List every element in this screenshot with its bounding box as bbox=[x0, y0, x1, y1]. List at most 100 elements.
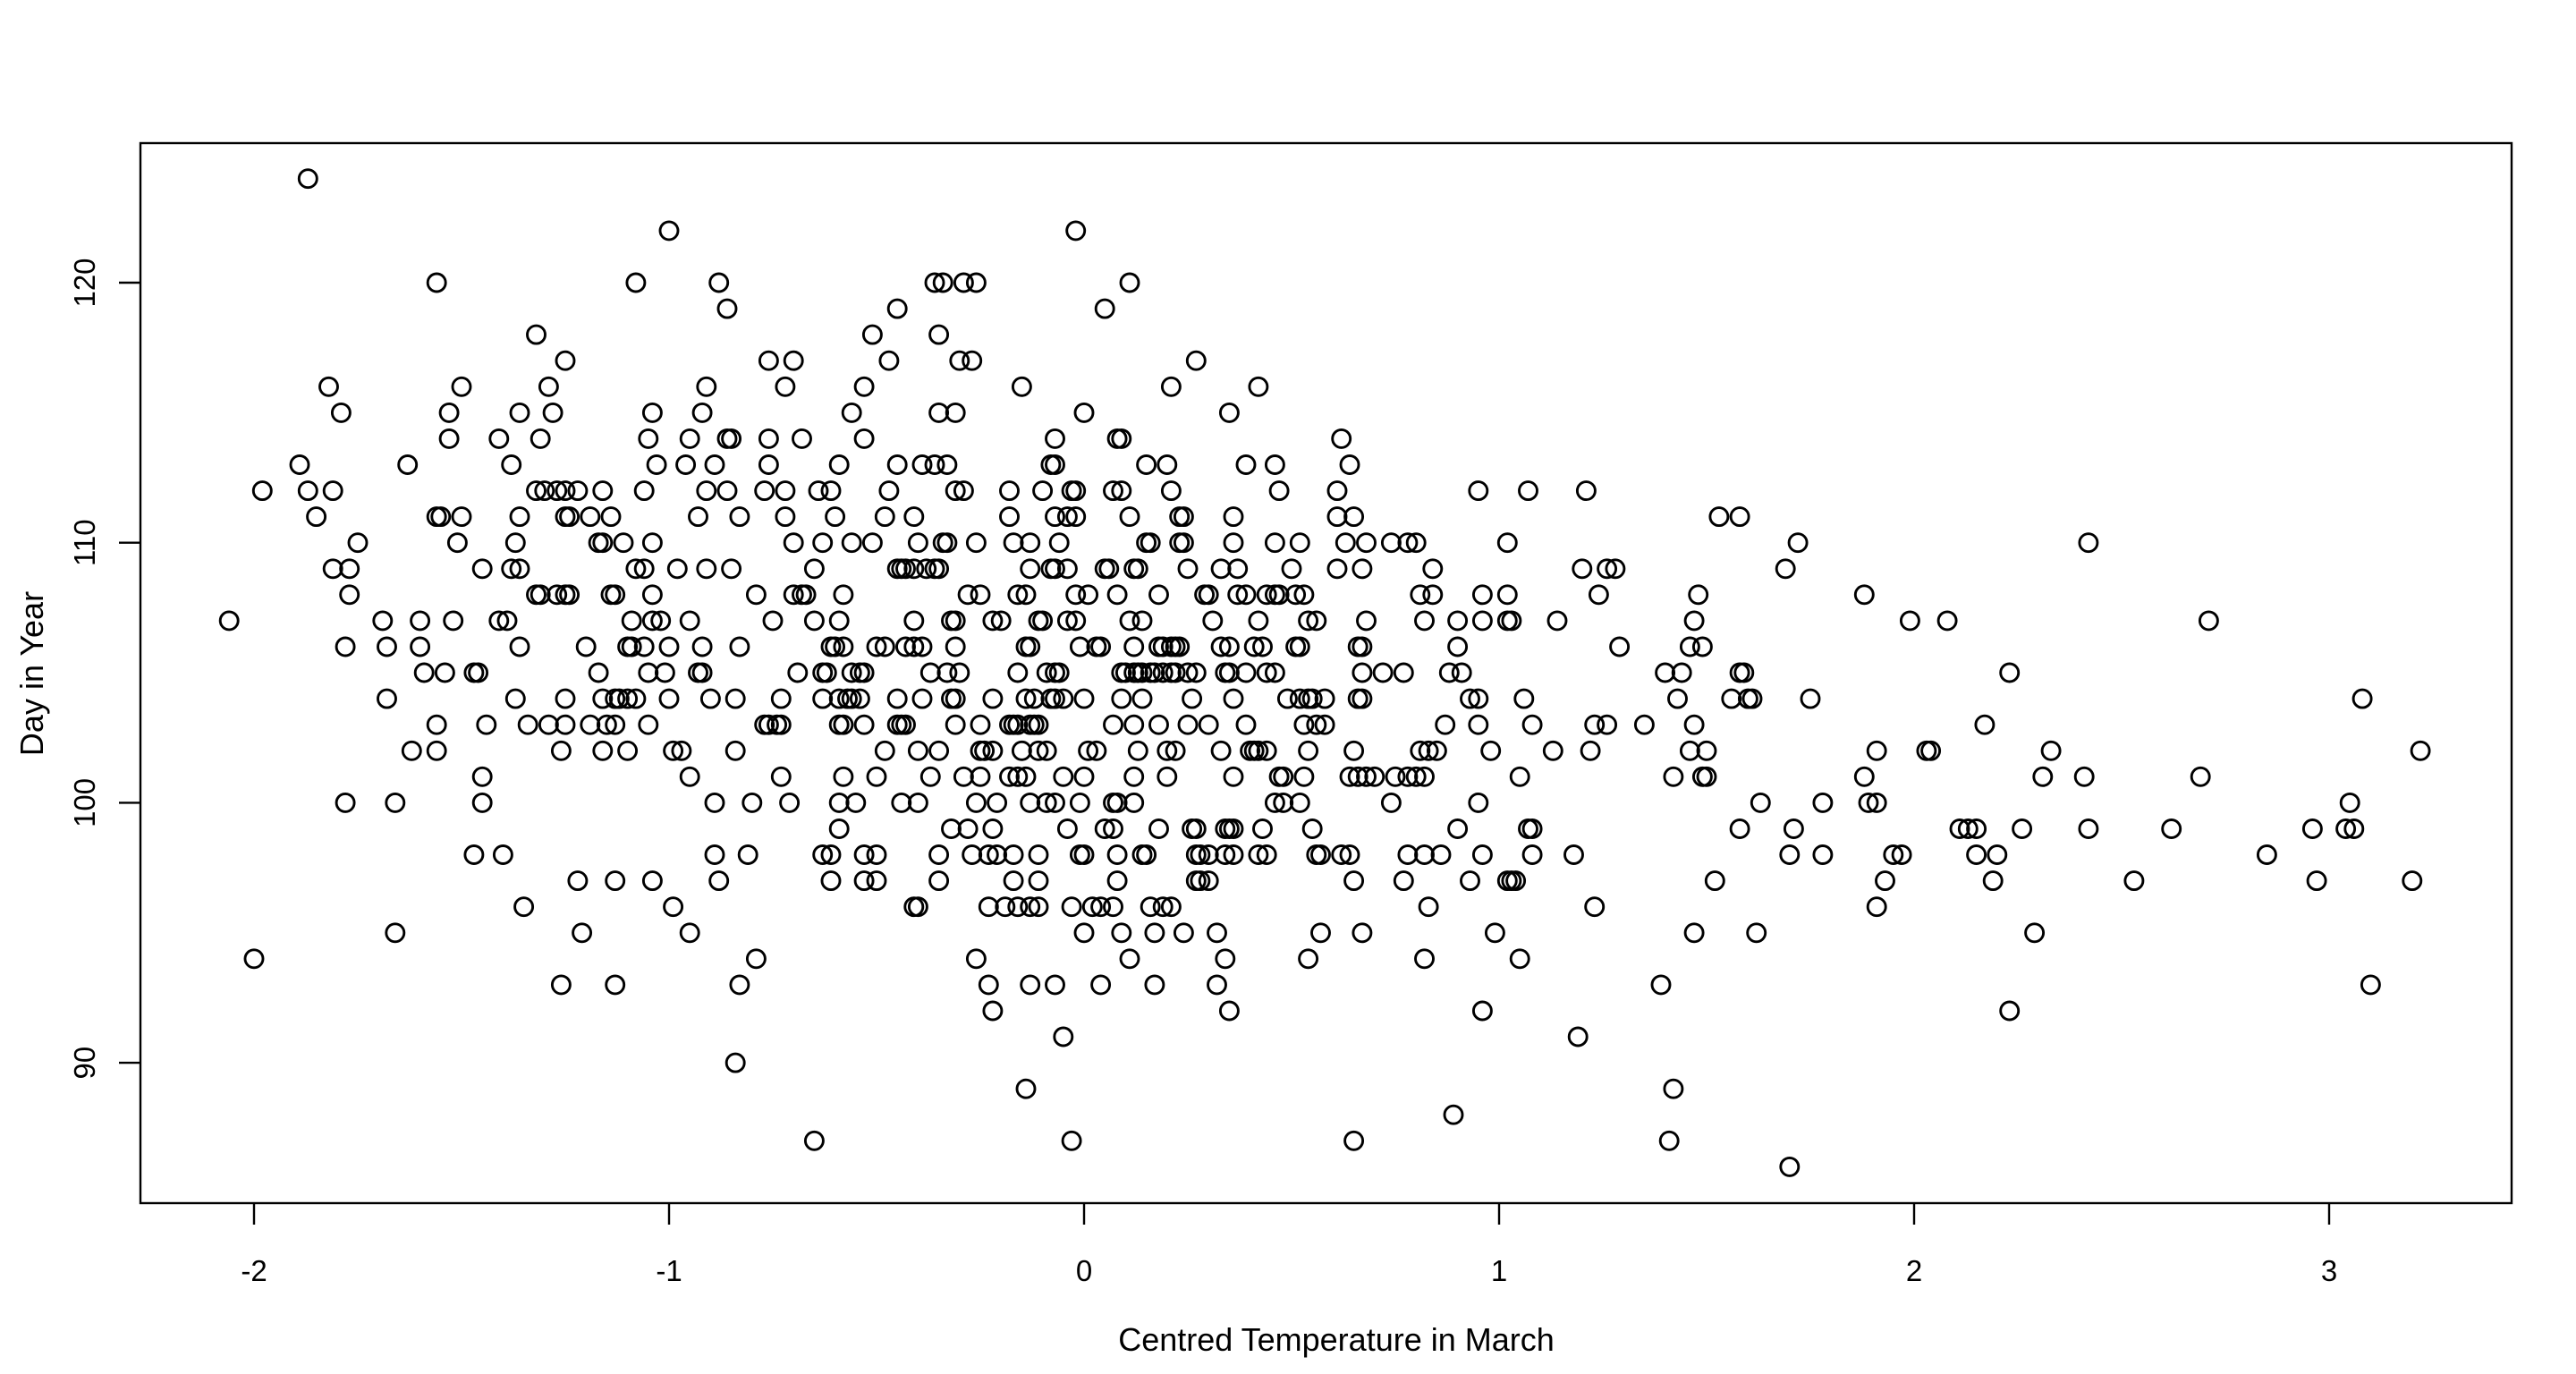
data-point bbox=[1007, 584, 1029, 606]
data-point bbox=[567, 870, 589, 892]
data-point bbox=[928, 324, 950, 345]
data-point bbox=[1352, 922, 1373, 944]
data-point bbox=[1069, 636, 1090, 657]
data-point bbox=[538, 714, 559, 735]
data-point bbox=[1372, 662, 1394, 683]
data-point bbox=[2012, 818, 2033, 839]
data-point bbox=[878, 480, 900, 502]
data-point bbox=[1065, 584, 1087, 606]
data-point bbox=[1974, 714, 1996, 735]
data-point bbox=[2343, 818, 2365, 839]
data-point bbox=[729, 636, 750, 657]
data-point bbox=[874, 506, 895, 528]
data-point bbox=[1177, 662, 1199, 683]
data-point bbox=[1123, 636, 1145, 657]
data-point bbox=[1447, 636, 1469, 657]
data-point bbox=[828, 688, 850, 709]
data-point bbox=[1264, 662, 1285, 683]
data-point bbox=[1053, 1026, 1074, 1047]
data-point bbox=[488, 428, 510, 449]
data-point bbox=[1737, 688, 1758, 709]
data-point bbox=[849, 688, 870, 709]
data-point bbox=[575, 636, 597, 657]
data-point bbox=[903, 558, 925, 580]
data-point bbox=[2198, 610, 2219, 632]
data-point bbox=[1073, 844, 1095, 865]
data-point bbox=[1086, 740, 1107, 761]
data-point bbox=[1746, 922, 1767, 944]
data-point bbox=[861, 324, 883, 345]
data-point bbox=[1103, 480, 1123, 502]
data-point bbox=[1061, 896, 1082, 918]
data-point bbox=[691, 636, 713, 657]
data-point bbox=[1866, 740, 1887, 761]
data-point bbox=[1152, 662, 1174, 683]
data-point bbox=[916, 558, 937, 580]
data-point bbox=[1086, 636, 1107, 657]
data-point bbox=[1987, 844, 2008, 865]
data-point bbox=[907, 532, 928, 554]
data-point bbox=[903, 896, 925, 918]
data-point bbox=[451, 506, 472, 528]
data-point bbox=[745, 948, 767, 970]
data-point bbox=[1223, 688, 1244, 709]
data-point bbox=[1223, 818, 1244, 839]
data-point bbox=[1173, 532, 1194, 554]
data-point bbox=[671, 740, 692, 761]
data-point bbox=[1597, 558, 1618, 580]
data-point bbox=[833, 766, 854, 787]
data-point bbox=[1289, 532, 1310, 554]
data-point bbox=[861, 532, 883, 554]
data-point bbox=[625, 272, 647, 293]
data-point bbox=[297, 168, 318, 190]
data-point bbox=[1326, 506, 1348, 528]
data-point bbox=[1123, 714, 1145, 735]
data-point bbox=[318, 376, 339, 397]
data-point bbox=[1078, 740, 1099, 761]
data-point bbox=[1301, 688, 1323, 709]
data-point bbox=[978, 844, 999, 865]
data-point bbox=[987, 844, 1008, 865]
data-point bbox=[775, 376, 796, 397]
data-point bbox=[600, 584, 622, 606]
data-point bbox=[1020, 792, 1041, 813]
data-point bbox=[1800, 688, 1821, 709]
data-point bbox=[1053, 688, 1074, 709]
data-point bbox=[1256, 844, 1277, 865]
data-point bbox=[471, 792, 493, 813]
data-point bbox=[1190, 844, 1211, 865]
data-point bbox=[1003, 532, 1024, 554]
data-point bbox=[605, 584, 626, 606]
data-point bbox=[1787, 532, 1809, 554]
data-point bbox=[401, 740, 422, 761]
data-point bbox=[1289, 792, 1310, 813]
data-point bbox=[770, 714, 792, 735]
data-point bbox=[886, 298, 908, 319]
data-point bbox=[928, 402, 950, 423]
data-point bbox=[1036, 792, 1057, 813]
data-point bbox=[322, 558, 343, 580]
data-point bbox=[641, 402, 663, 423]
data-point bbox=[572, 922, 593, 944]
data-point bbox=[1875, 870, 1895, 892]
data-point bbox=[1218, 1000, 1240, 1022]
data-point bbox=[2190, 766, 2211, 787]
data-point bbox=[1310, 844, 1331, 865]
data-point bbox=[1471, 844, 1493, 865]
data-point bbox=[845, 792, 867, 813]
data-point bbox=[1094, 818, 1115, 839]
data-point bbox=[463, 662, 485, 683]
data-point bbox=[658, 220, 680, 242]
data-point bbox=[1750, 792, 1771, 813]
data-point bbox=[708, 870, 730, 892]
data-point bbox=[1157, 766, 1178, 787]
data-point bbox=[555, 714, 576, 735]
data-point bbox=[526, 480, 547, 502]
data-point bbox=[721, 428, 742, 449]
data-point bbox=[625, 688, 647, 709]
data-point bbox=[1405, 532, 1427, 554]
data-point bbox=[1015, 636, 1037, 657]
data-point bbox=[297, 480, 318, 502]
data-point bbox=[530, 584, 551, 606]
data-point bbox=[1460, 688, 1480, 709]
